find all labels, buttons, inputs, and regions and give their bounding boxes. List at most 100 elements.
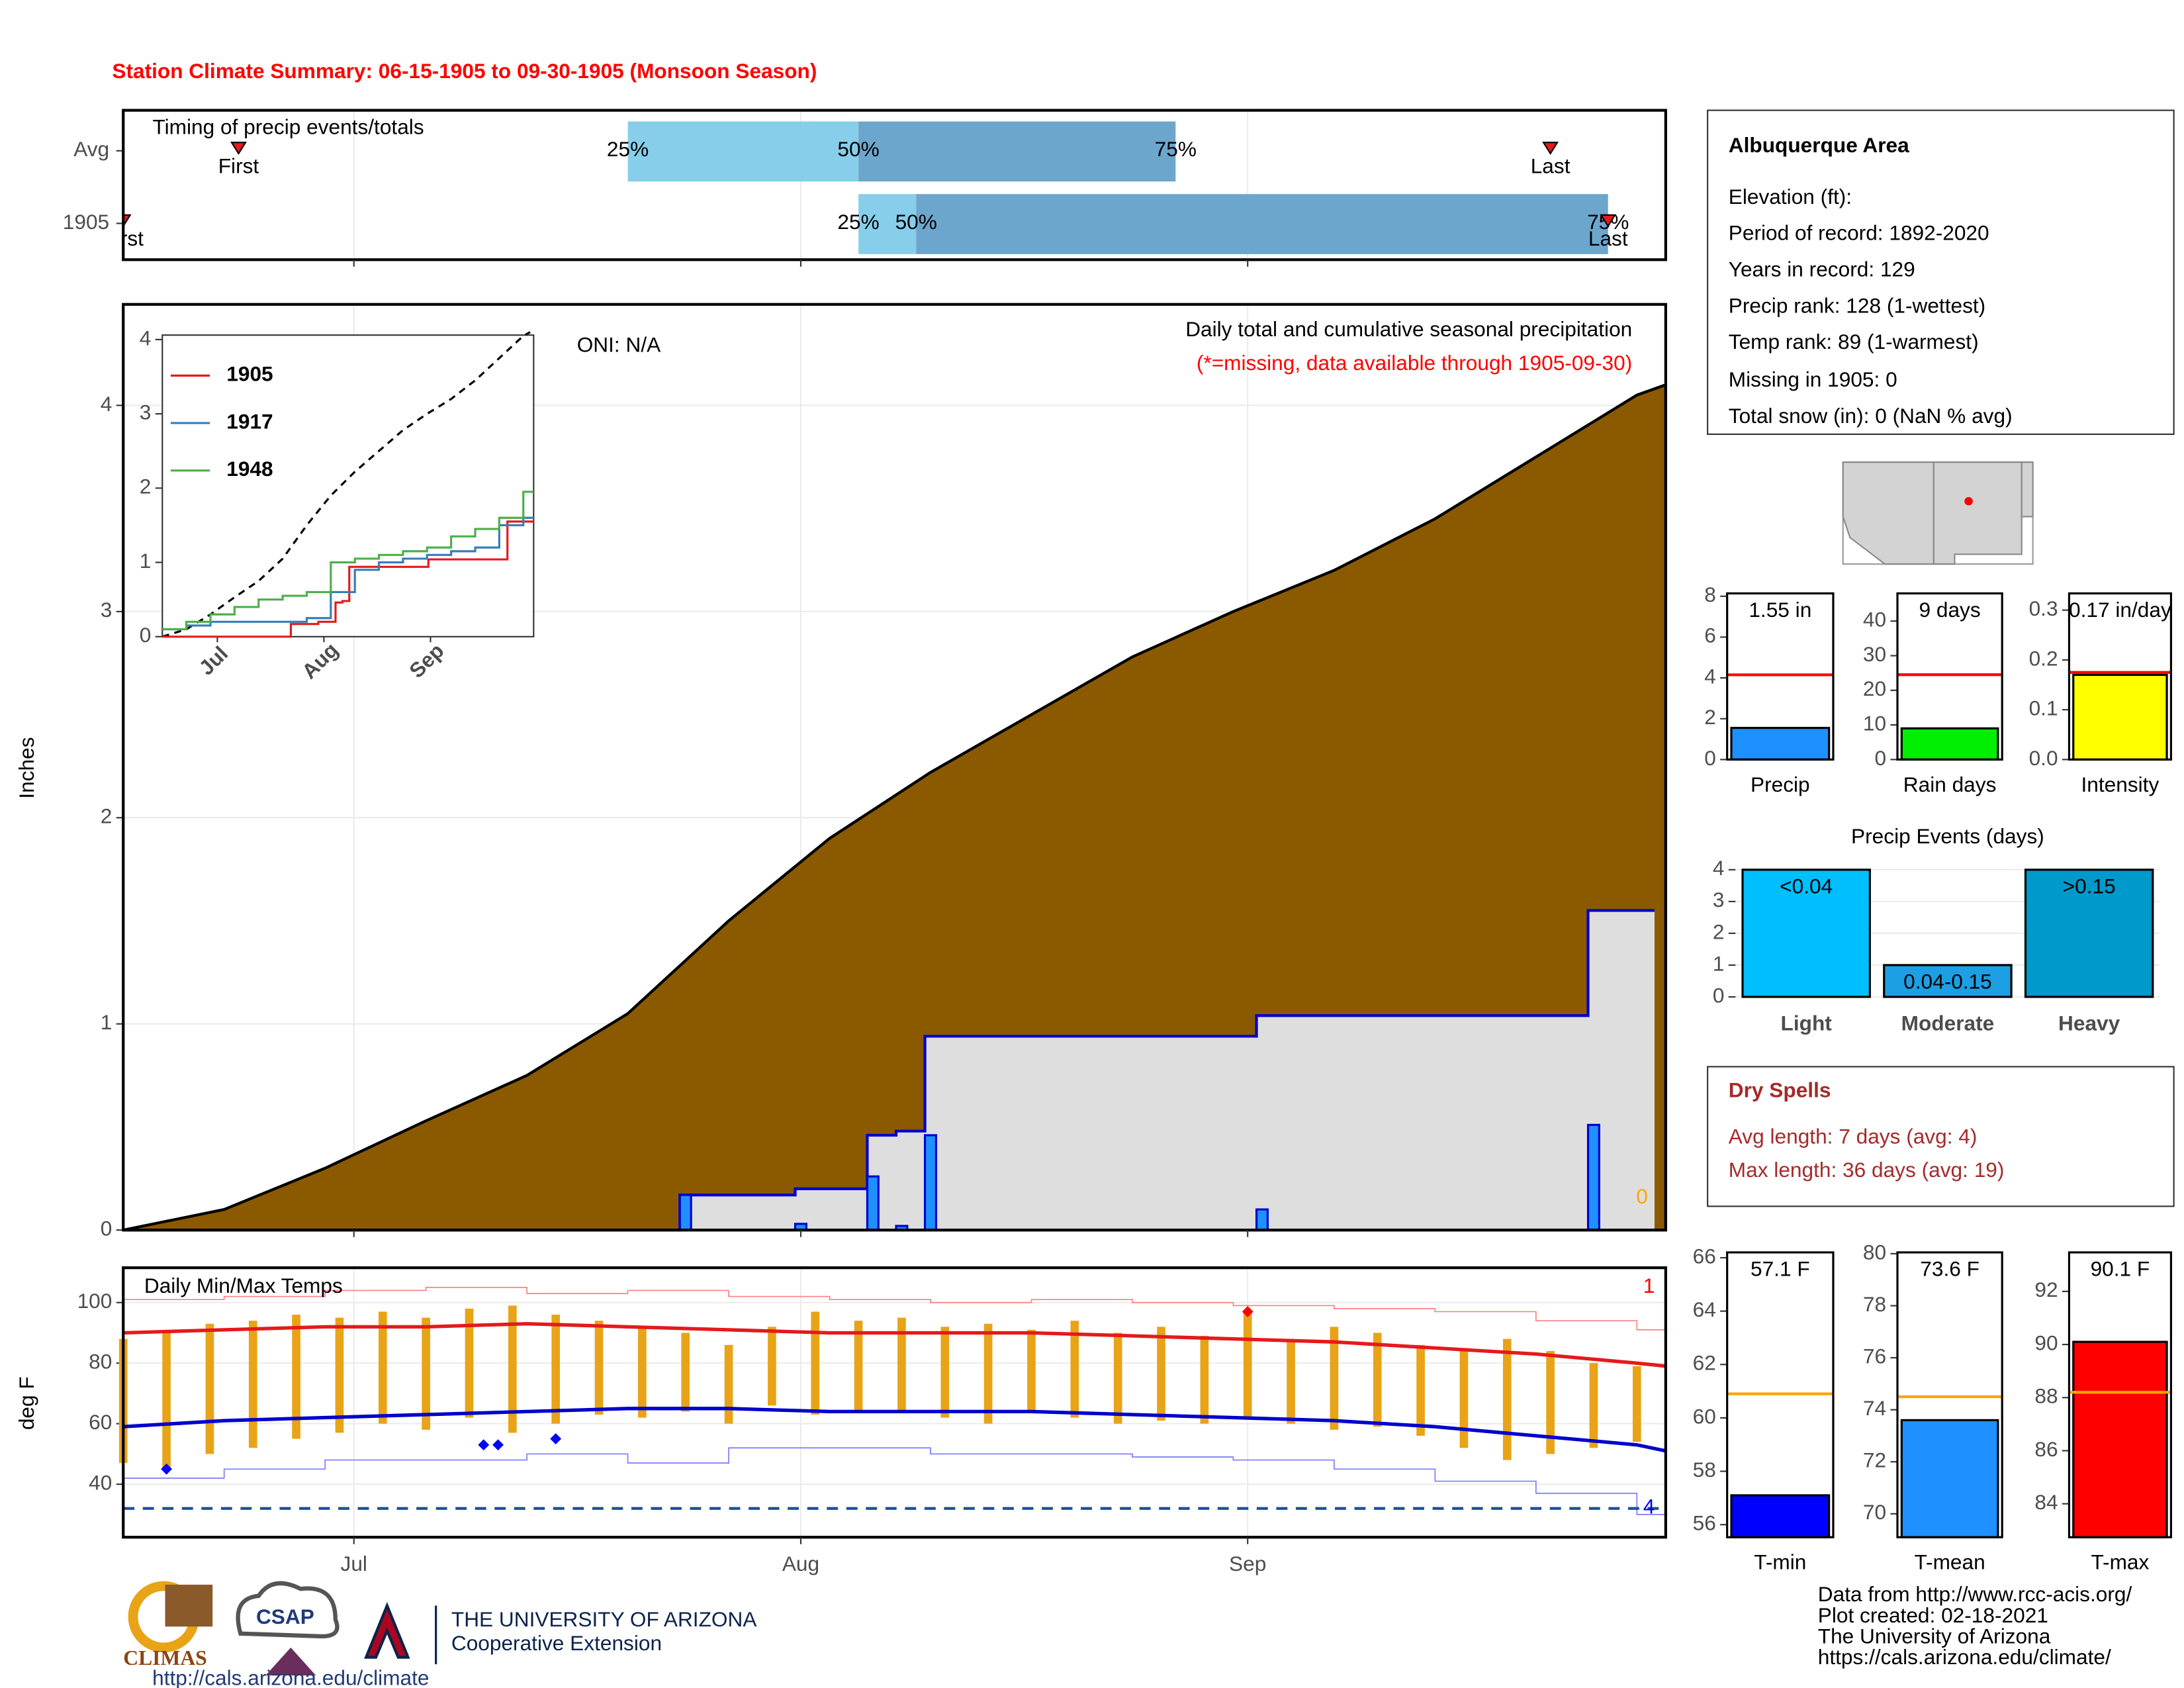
daily-temp-bar xyxy=(551,1315,561,1424)
x-tick-label: Aug xyxy=(782,1552,819,1575)
y-tick-label: 64 xyxy=(1693,1297,1716,1321)
y-tick-label: 3 xyxy=(1713,888,1725,912)
station-dot xyxy=(1964,496,1973,506)
info-title: Albuquerque Area xyxy=(1729,133,1909,157)
dry-spells-line: Avg length: 7 days (avg: 4) xyxy=(1729,1124,1978,1148)
y-tick-label: 0 xyxy=(1704,746,1716,770)
legend-label: 1948 xyxy=(226,457,273,481)
panel-title: Precip Events (days) xyxy=(1851,824,2044,848)
daily-precip-bar xyxy=(866,1175,880,1231)
daily-temp-bar xyxy=(1546,1350,1555,1454)
footer-line: Plot created: 02-18-2021 xyxy=(1818,1603,2048,1627)
daily-temp-bar xyxy=(1070,1321,1079,1418)
event-marker xyxy=(230,142,247,155)
daily-temp-bar xyxy=(1459,1348,1469,1448)
y-tick-label: 0 xyxy=(1713,983,1725,1007)
y-tick-label: 2 xyxy=(140,475,152,498)
daily-temp-bar xyxy=(1632,1366,1641,1442)
daily-temp-bar xyxy=(248,1321,257,1448)
legend-label: 1917 xyxy=(226,409,273,433)
daily-precip-bar xyxy=(923,1134,938,1231)
info-line: Temp rank: 89 (1-warmest) xyxy=(1729,330,1979,353)
record-min-line xyxy=(123,1447,1666,1515)
ua-text: THE UNIVERSITY OF ARIZONA xyxy=(451,1607,757,1631)
timing-title: Timing of precip events/totals xyxy=(153,115,424,138)
climas-logo-block xyxy=(165,1584,213,1627)
percent-label: 50% xyxy=(837,137,879,161)
panel-frame xyxy=(1896,1251,2003,1538)
panel-frame xyxy=(122,109,1667,261)
x-label: Intensity xyxy=(2081,773,2160,796)
daily-temp-bar xyxy=(162,1333,171,1470)
y-tick-label: 76 xyxy=(1863,1344,1886,1368)
map-state xyxy=(2021,461,2034,518)
panel-note: (*=missing, data available through 1905-… xyxy=(1197,351,1632,375)
y-tick-label: 2 xyxy=(1713,919,1725,943)
value-label: 9 days xyxy=(1919,598,1980,622)
y-tick-label: 1 xyxy=(1713,951,1725,975)
record-marker xyxy=(1242,1306,1253,1317)
value-label: 57.1 F xyxy=(1751,1257,1810,1281)
record-marker xyxy=(550,1433,562,1444)
csap-text: CSAP xyxy=(256,1605,314,1628)
logos: CLIMAS CSAP http://cals.arizona.edu/clim… xyxy=(123,1581,757,1688)
event-label: First xyxy=(103,226,144,250)
daily-temp-bar xyxy=(983,1323,993,1424)
bin-label: >0.15 xyxy=(2063,874,2116,898)
season-cumulative-line xyxy=(123,909,1655,1232)
bin-label: <0.04 xyxy=(1780,874,1833,898)
record-marker xyxy=(478,1439,490,1451)
info-box xyxy=(1707,109,2175,436)
climas-text: CLIMAS xyxy=(123,1646,207,1669)
daily-temp-bar xyxy=(508,1305,517,1433)
summary-bar xyxy=(2072,673,2168,761)
footer-line: https://cals.arizona.edu/climate/ xyxy=(1818,1645,2111,1669)
daily-temp-bar xyxy=(1373,1333,1382,1427)
info-line: Missing in 1905: 0 xyxy=(1729,367,1897,391)
info-line: Years in record: 129 xyxy=(1729,258,1915,281)
panel-frame xyxy=(122,1266,1667,1539)
daily-temp-bar xyxy=(638,1327,647,1418)
y-tick-label: 88 xyxy=(2034,1384,2058,1408)
y-tick-label: 4 xyxy=(140,326,152,350)
timing-bar-early xyxy=(858,194,917,254)
y-tick-label: 86 xyxy=(2034,1437,2058,1461)
summary-bar xyxy=(1900,1419,1999,1538)
daily-temp-bar xyxy=(422,1317,430,1430)
x-tick-label: Jul xyxy=(341,1552,367,1575)
info-line: Total snow (in): 0 (NaN % avg) xyxy=(1729,404,2013,428)
y-tick-label: 80 xyxy=(1863,1240,1886,1264)
daily-temp-bar xyxy=(292,1315,300,1439)
y-tick-label: 0.2 xyxy=(2029,646,2058,670)
x-label: T-mean xyxy=(1914,1550,1985,1574)
footer-line: Data from http://www.rcc-acis.org/ xyxy=(1818,1582,2132,1606)
y-tick-label: 62 xyxy=(1693,1351,1716,1375)
csap-cloud xyxy=(236,1581,340,1639)
bar xyxy=(2024,868,2154,998)
summary-bar xyxy=(1730,1494,1831,1538)
y-tick-label: 58 xyxy=(1693,1458,1716,1481)
y-tick-label: 60 xyxy=(1693,1404,1716,1428)
daily-temp-bar xyxy=(811,1311,820,1415)
daily-temp-bar xyxy=(205,1323,214,1454)
record-low-count: 4 xyxy=(1643,1494,1655,1518)
bar xyxy=(1741,868,1871,998)
y-tick-label: 40 xyxy=(1863,608,1886,632)
panel-title: Daily Min/Max Temps xyxy=(144,1274,343,1297)
csap-mountain xyxy=(265,1647,316,1676)
x-label: T-min xyxy=(1754,1550,1806,1574)
y-tick-label: 0.0 xyxy=(2029,746,2058,770)
x-tick-label: Heavy xyxy=(2058,1011,2120,1035)
daily-temp-bar xyxy=(940,1327,950,1418)
panel-frame xyxy=(1896,592,2003,761)
x-tick-label: Light xyxy=(1781,1011,1833,1035)
y-tick-label: 84 xyxy=(2034,1490,2058,1514)
csap-url: http://cals.arizona.edu/climate xyxy=(152,1666,429,1688)
daily-temp-bar xyxy=(768,1327,776,1406)
y-tick-label: 3 xyxy=(140,400,152,424)
panel-heading: Daily total and cumulative seasonal prec… xyxy=(1185,317,1632,341)
y-tick-label: 0.1 xyxy=(2029,696,2058,720)
series-line xyxy=(162,491,534,631)
oni-label: ONI: N/A xyxy=(577,332,661,356)
